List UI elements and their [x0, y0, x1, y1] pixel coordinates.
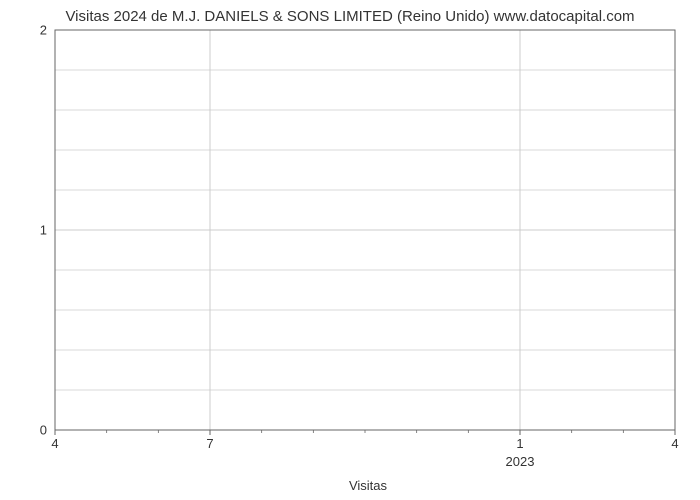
- ytick-label: 0: [17, 423, 47, 438]
- chart-title: Visitas 2024 de M.J. DANIELS & SONS LIMI…: [0, 0, 700, 25]
- chart-plot: [55, 30, 675, 438]
- ytick-label: 1: [17, 223, 47, 238]
- legend: Visitas: [313, 478, 387, 493]
- x-axis-label: 2023: [506, 454, 535, 469]
- xtick-label: 7: [206, 436, 213, 451]
- xtick-label: 4: [671, 436, 678, 451]
- xtick-label: 4: [51, 436, 58, 451]
- legend-swatch: [313, 485, 343, 488]
- ytick-label: 2: [17, 23, 47, 38]
- xtick-label: 1: [516, 436, 523, 451]
- legend-label: Visitas: [349, 478, 387, 493]
- chart-container: Visitas 2024 de M.J. DANIELS & SONS LIMI…: [0, 0, 700, 500]
